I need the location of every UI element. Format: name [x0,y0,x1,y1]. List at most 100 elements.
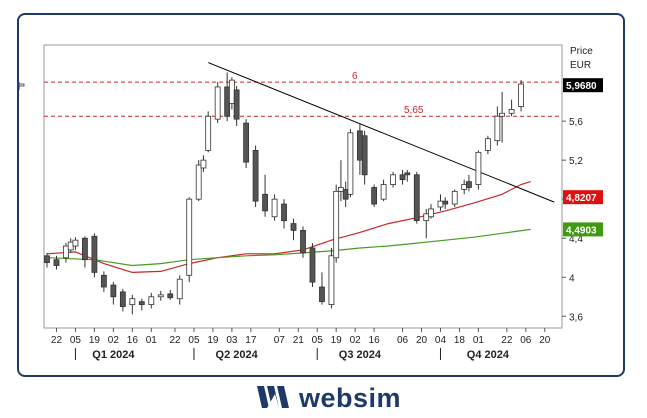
candle-body [328,255,335,305]
x-tick-label: 07 [274,335,286,346]
websim-logo-icon [257,386,289,408]
x-tick-label: 17 [245,335,257,346]
candle-body [157,294,164,298]
x-tick-label: 19 [89,335,101,346]
candle-body [518,83,524,107]
price-chart: 3,644,44,85,25,6PriceEUR2205190216012205… [18,44,603,361]
candle-body [176,278,183,300]
candle-body [119,291,126,307]
candle-body [148,296,155,305]
chart-frame: 3,644,44,85,25,6PriceEUR2205190216012205… [17,13,625,377]
candle-body [333,190,340,259]
candle-body [309,247,316,283]
x-tick-label: 01 [473,335,485,346]
x-tick-label: 16 [369,335,381,346]
candle-body [461,184,468,190]
candle-body [371,187,378,205]
x-tick-label: 16 [127,335,139,346]
x-tick-label: 21 [293,335,305,346]
level-label: 5,65 [404,105,424,116]
x-tick-label: 06 [520,335,532,346]
candle-body [200,159,207,169]
x-tick-label: 19 [207,335,219,346]
candle-body [63,245,69,259]
candle-body [319,286,325,303]
candle-body [110,284,117,298]
price-label: 4,4903 [566,225,597,236]
candle-body [228,79,235,104]
axis-title-currency: EUR [570,60,591,71]
x-tick-label: 02 [350,335,362,346]
candle-body [129,298,136,305]
candle-body [186,198,193,276]
candle-body [499,112,506,117]
candle-body [508,109,515,114]
candle-body [399,174,406,181]
candle-body [72,239,79,247]
quarter-label: Q2 2024 [216,349,259,361]
x-tick-label: 04 [435,335,447,346]
candle-body [347,132,354,195]
candle-body [475,151,482,185]
price-label-box [563,190,603,205]
quarter-label: Q1 2024 [92,349,135,361]
candle-body [342,189,349,200]
x-tick-label: 22 [501,335,513,346]
candle-body [451,190,458,205]
candle-body [271,198,278,218]
candle-body [138,301,145,305]
trendline [207,62,555,203]
x-tick-label: 03 [226,335,238,346]
candle-body [428,208,434,218]
quarter-label: Q3 2024 [339,349,382,361]
y-tick-label: 3,6 [569,312,583,323]
candle-body [413,174,420,222]
candle-body [300,230,306,254]
candle-body [423,213,430,222]
candle-body [233,89,240,120]
x-tick-label: 22 [169,335,181,346]
candle-body [390,174,396,185]
price-label: 4,8207 [566,193,597,204]
candle-body [262,193,268,212]
candle-body [494,115,501,142]
candle-body [252,149,259,202]
candle-body [361,135,368,176]
x-tick-label: 05 [312,335,324,346]
series-line-1 [46,181,531,274]
candle-body [243,122,250,163]
y-tick-label: 5,2 [569,156,583,167]
candle-body [18,83,25,87]
x-tick-label: 01 [146,335,158,346]
candle-body [205,115,212,151]
candle-body [466,181,472,188]
candle-body [404,172,411,176]
x-tick-label: 22 [51,335,63,346]
quarter-label: Q4 2024 [467,349,510,361]
x-tick-label: 18 [454,335,466,346]
candle-body [437,200,444,208]
candle-body [484,138,491,151]
y-tick-label: 4,4 [569,234,583,245]
candle-body [67,241,74,251]
candle-body [53,259,60,266]
candle-body [290,223,297,231]
brand-logo: websim [255,381,401,415]
x-tick-label: 20 [539,335,551,346]
x-tick-label: 06 [397,335,409,346]
x-tick-label: 05 [188,335,200,346]
x-tick-label: 20 [416,335,428,346]
candle-body [195,164,202,200]
candle-body [281,203,287,222]
x-tick-label: 05 [70,335,82,346]
candle-body [82,237,88,261]
candle-body [442,200,449,205]
price-label: 5,9680 [566,81,597,92]
x-tick-label: 19 [331,335,343,346]
candle-body [380,184,387,200]
candle-body [100,274,107,288]
candle-body [214,86,221,120]
candle-body [356,130,363,161]
candle-body [44,255,50,264]
price-label-box [563,78,603,93]
